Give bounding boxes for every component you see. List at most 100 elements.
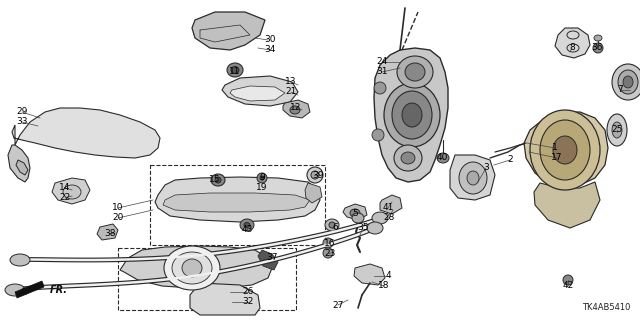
Text: 9: 9	[259, 173, 265, 182]
Ellipse shape	[227, 63, 243, 77]
Text: 34: 34	[264, 45, 276, 54]
Bar	[118, 248, 296, 310]
Text: 21: 21	[285, 87, 297, 97]
Ellipse shape	[10, 254, 30, 266]
Text: 16: 16	[324, 238, 336, 247]
Text: 30: 30	[264, 36, 276, 44]
Text: 38: 38	[104, 229, 116, 238]
Polygon shape	[97, 224, 118, 240]
Text: 12: 12	[291, 102, 301, 111]
Text: 4: 4	[385, 271, 391, 281]
Ellipse shape	[372, 129, 384, 141]
Text: 31: 31	[376, 68, 388, 76]
Text: 42: 42	[563, 281, 573, 290]
Text: 24: 24	[376, 58, 388, 67]
Ellipse shape	[211, 174, 225, 186]
Polygon shape	[258, 250, 278, 270]
Text: 14: 14	[60, 183, 70, 193]
Ellipse shape	[397, 56, 433, 88]
Polygon shape	[52, 178, 90, 204]
Polygon shape	[555, 28, 590, 58]
Polygon shape	[450, 155, 495, 200]
Ellipse shape	[172, 252, 212, 284]
Ellipse shape	[63, 185, 81, 199]
Ellipse shape	[467, 171, 479, 185]
Ellipse shape	[311, 171, 319, 179]
Text: TK4AB5410: TK4AB5410	[582, 303, 630, 312]
Text: 5: 5	[352, 209, 358, 218]
Polygon shape	[380, 195, 402, 214]
Text: 19: 19	[256, 183, 268, 193]
Ellipse shape	[231, 67, 239, 74]
Polygon shape	[192, 12, 265, 50]
Ellipse shape	[215, 177, 221, 183]
Ellipse shape	[607, 114, 627, 146]
Text: 41: 41	[382, 204, 394, 212]
Text: 1: 1	[552, 143, 558, 153]
Ellipse shape	[257, 173, 267, 183]
Text: 35: 35	[357, 223, 369, 233]
Ellipse shape	[593, 43, 603, 53]
Ellipse shape	[401, 152, 415, 164]
Ellipse shape	[563, 275, 573, 285]
Ellipse shape	[540, 120, 590, 180]
Polygon shape	[222, 76, 298, 106]
Bar	[150, 165, 325, 245]
Ellipse shape	[5, 284, 25, 296]
Ellipse shape	[459, 162, 487, 194]
Ellipse shape	[367, 222, 383, 234]
Ellipse shape	[553, 136, 577, 164]
Text: 18: 18	[378, 282, 390, 291]
Ellipse shape	[325, 219, 339, 231]
Ellipse shape	[530, 110, 600, 190]
Text: 28: 28	[383, 213, 395, 222]
Polygon shape	[343, 204, 367, 220]
Ellipse shape	[594, 35, 602, 41]
Ellipse shape	[240, 219, 254, 231]
Ellipse shape	[394, 145, 422, 171]
Polygon shape	[305, 183, 322, 203]
Ellipse shape	[405, 63, 425, 81]
Ellipse shape	[372, 212, 388, 224]
Ellipse shape	[323, 238, 333, 248]
Ellipse shape	[260, 176, 264, 180]
Text: 37: 37	[266, 253, 278, 262]
Polygon shape	[16, 160, 28, 175]
Text: 7: 7	[617, 85, 623, 94]
Ellipse shape	[352, 213, 364, 223]
Ellipse shape	[323, 248, 333, 258]
Text: 26: 26	[243, 287, 253, 297]
Ellipse shape	[384, 83, 440, 147]
Text: 20: 20	[112, 213, 124, 222]
Text: 17: 17	[551, 154, 563, 163]
Text: 11: 11	[229, 68, 241, 76]
Text: 33: 33	[16, 117, 28, 126]
Text: 3: 3	[483, 164, 489, 172]
Ellipse shape	[618, 70, 638, 94]
Ellipse shape	[612, 122, 622, 138]
Ellipse shape	[182, 259, 202, 277]
Ellipse shape	[307, 167, 323, 183]
Polygon shape	[230, 86, 285, 101]
Polygon shape	[120, 246, 272, 288]
Ellipse shape	[623, 76, 633, 88]
Polygon shape	[163, 193, 310, 212]
Ellipse shape	[612, 64, 640, 100]
Text: 36: 36	[591, 44, 603, 52]
Text: 27: 27	[332, 300, 344, 309]
Ellipse shape	[437, 153, 449, 163]
Text: 32: 32	[243, 298, 253, 307]
Polygon shape	[374, 48, 448, 182]
Text: 39: 39	[312, 171, 324, 180]
Ellipse shape	[392, 91, 432, 139]
Text: FR.: FR.	[50, 285, 68, 295]
Text: 13: 13	[285, 77, 297, 86]
Text: 6: 6	[332, 223, 338, 233]
Ellipse shape	[350, 209, 360, 217]
Text: 43: 43	[241, 226, 253, 235]
Polygon shape	[12, 108, 160, 158]
Polygon shape	[15, 281, 44, 298]
Polygon shape	[283, 100, 310, 118]
Ellipse shape	[402, 103, 422, 127]
Ellipse shape	[244, 222, 250, 228]
